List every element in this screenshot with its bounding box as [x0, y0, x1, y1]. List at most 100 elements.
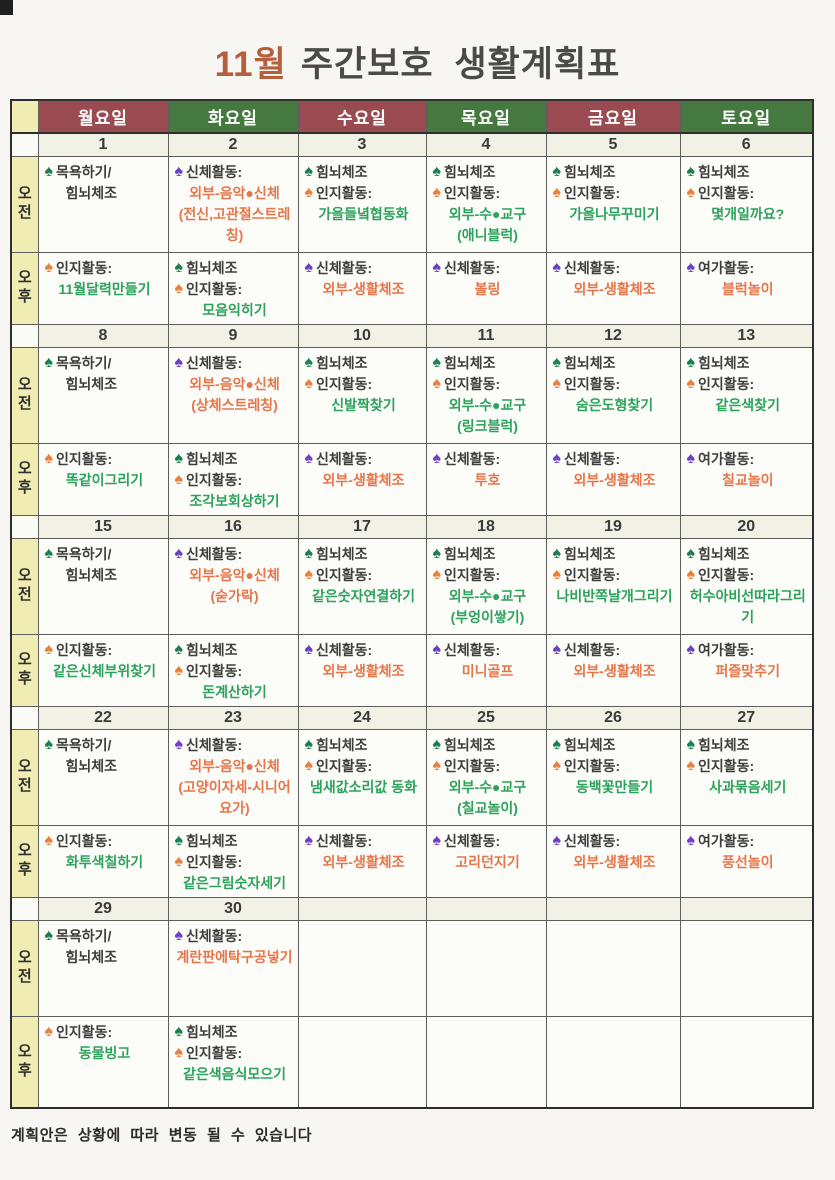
activity-line: ♠ 인지활동:	[553, 756, 677, 777]
activity-label: 힘뇌체조	[564, 545, 616, 562]
activity-text: 힘뇌체조	[65, 184, 118, 201]
activity-cell: ♠ 신체활동: 외부-음악●신체 (전신,고관절스트레칭)	[167, 155, 299, 253]
activity-cell: ♠ 여가활동: 풍선놀이	[679, 824, 814, 898]
date-cell: 29	[37, 896, 169, 921]
activity-text: 외부-음악●신체	[189, 757, 280, 774]
date-cell: 13	[679, 323, 814, 348]
orange-spade-icon: ♠	[686, 756, 696, 774]
activity-line: ♠ 여가활동:	[687, 831, 810, 852]
empty-date-cell	[679, 896, 814, 921]
activity-text: (상체스트레칭)	[191, 396, 278, 413]
activity-line: ♠ 인지활동:	[433, 565, 543, 586]
activity-line: ♠ 인지활동:	[553, 565, 677, 586]
orange-spade-icon: ♠	[686, 565, 696, 583]
activity-line: ♠ 힘뇌체조	[305, 353, 423, 374]
activity-text: 외부-생활체조	[573, 662, 656, 679]
activity-text: 힘뇌체조	[65, 948, 118, 965]
activity-line: ♠ 인지활동:	[553, 183, 677, 204]
activity-text: 볼링	[474, 280, 501, 297]
day-header-토요일: 토요일	[679, 99, 814, 134]
green-spade-icon: ♠	[174, 449, 184, 467]
activity-line: ♠ 인지활동:	[175, 661, 295, 682]
week-1-am-row: 오 전 ♠ 목욕하기/힘뇌체조 ♠ 신체활동: 외부-음악●신체 (전신,고관절스트레칭) ♠…	[10, 155, 814, 253]
week-5-date-row: 29 30	[10, 896, 814, 921]
date-cell: 27	[679, 705, 814, 730]
footer-note: 계획안은 상황에 따라 변동 될 수 있습니다	[11, 1127, 313, 1144]
green-spade-icon: ♠	[432, 162, 442, 180]
green-spade-icon: ♠	[432, 544, 442, 562]
activity-label: 신체활동:	[444, 450, 501, 467]
activity-label: 힘뇌체조	[316, 736, 368, 753]
empty-cell	[297, 919, 427, 1017]
activity-label: 목욕하기/	[56, 927, 112, 944]
activity-line: ♠ 목욕하기/	[45, 162, 165, 183]
activity-text: 동백꽃만들기	[575, 778, 654, 795]
activity-label: 힘뇌체조	[564, 163, 616, 180]
activity-text: 같은신체부위찾기	[52, 662, 157, 679]
activity-line: ♠ 인지활동:	[45, 258, 165, 279]
activity-line: ♠ 신체활동:	[433, 831, 543, 852]
activity-text: 가을들녘협동화	[318, 205, 409, 222]
activity-label: 힘뇌체조	[186, 259, 238, 276]
activity-line: ♠ 목욕하기/	[45, 353, 165, 374]
orange-spade-icon: ♠	[552, 183, 562, 201]
activity-line: ♠ 힘뇌체조	[305, 544, 423, 565]
green-spade-icon: ♠	[686, 544, 696, 562]
activity-label: 인지활동:	[316, 184, 373, 201]
activity-cell: ♠ 인지활동: 동물빙고	[37, 1015, 169, 1109]
week-2-am-row: 오 전 ♠ 목욕하기/힘뇌체조 ♠ 신체활동: 외부-음악●신체 (상체스트레칭) ♠ 힘뇌체조…	[10, 346, 814, 444]
activity-text: 계란판에탁구공넣기	[176, 948, 293, 965]
green-spade-icon: ♠	[432, 353, 442, 371]
activity-cell: ♠ 목욕하기/힘뇌체조	[37, 728, 169, 826]
purple-spade-icon: ♠	[304, 258, 314, 276]
week-4-date-row: 22 23 24 25 26 27	[10, 705, 814, 730]
activity-text: 화투색칠하기	[65, 853, 144, 870]
activity-cell: ♠ 여가활동: 칠교놀이	[679, 442, 814, 516]
activity-text: (전신,고관절스트레칭)	[178, 205, 291, 243]
activity-line: ♠ 신체활동:	[305, 831, 423, 852]
activity-label: 인지활동:	[186, 662, 243, 679]
activity-label: 인지활동:	[564, 184, 621, 201]
date-cell: 26	[545, 705, 681, 730]
activity-cell: ♠ 힘뇌체조 ♠ 인지활동: 모음익히기	[167, 251, 299, 325]
activity-cell: ♠ 힘뇌체조 ♠ 인지활동: 외부-수●교구 (부엉이쌓기)	[425, 537, 547, 635]
activity-text: 나비반쪽날개그리기	[556, 587, 673, 604]
activity-label: 여가활동:	[698, 450, 755, 467]
activity-line: ♠ 힘뇌체조	[433, 162, 543, 183]
activity-label: 인지활동:	[444, 375, 501, 392]
date-cell: 1	[37, 132, 169, 157]
week-1-pm-row: 오 후 ♠ 인지활동: 11월달력만들기 ♠ 힘뇌체조 ♠ 인지활동: 모음익히기 ♠ 신체활동: 외…	[10, 251, 814, 325]
orange-spade-icon: ♠	[44, 640, 54, 658]
activity-line: ♠ 신체활동:	[553, 258, 677, 279]
activity-label: 힘뇌체조	[444, 163, 496, 180]
activity-cell: ♠ 힘뇌체조 ♠ 인지활동: 신발짝찾기	[297, 346, 427, 444]
activity-cell: ♠ 인지활동: 화투색칠하기	[37, 824, 169, 898]
empty-cell	[297, 1015, 427, 1109]
activity-text: 미니골프	[461, 662, 514, 679]
activity-label: 인지활동:	[316, 757, 373, 774]
purple-spade-icon: ♠	[432, 258, 442, 276]
activity-text: 똑같이그리기	[65, 471, 144, 488]
activity-cell: ♠ 힘뇌체조 ♠ 인지활동: 냄새값소리값 동화	[297, 728, 427, 826]
activity-line: ♠ 신체활동:	[175, 162, 295, 183]
activity-label: 신체활동:	[316, 259, 373, 276]
orange-spade-icon: ♠	[552, 565, 562, 583]
day-header-목요일: 목요일	[425, 99, 547, 134]
title-text: 주간보호 생활계획표	[300, 45, 621, 84]
activity-label: 목욕하기/	[56, 545, 112, 562]
session-label-pm: 오 후	[10, 251, 39, 325]
activity-line: ♠ 힘뇌체조	[175, 258, 295, 279]
activity-text: 외부-생활체조	[573, 280, 656, 297]
activity-label: 신체활동:	[186, 927, 243, 944]
activity-text: 같은숫자연결하기	[311, 587, 416, 604]
session-label-am: 오 전	[10, 155, 39, 253]
activity-line: ♠ 신체활동:	[305, 258, 423, 279]
activity-cell: ♠ 힘뇌체조 ♠ 인지활동: 가을나무꾸미기	[545, 155, 681, 253]
date-left-cell	[10, 132, 39, 157]
activity-line: ♠ 힘뇌체조	[553, 544, 677, 565]
activity-label: 인지활동:	[186, 471, 243, 488]
activity-label: 신체활동:	[316, 832, 373, 849]
